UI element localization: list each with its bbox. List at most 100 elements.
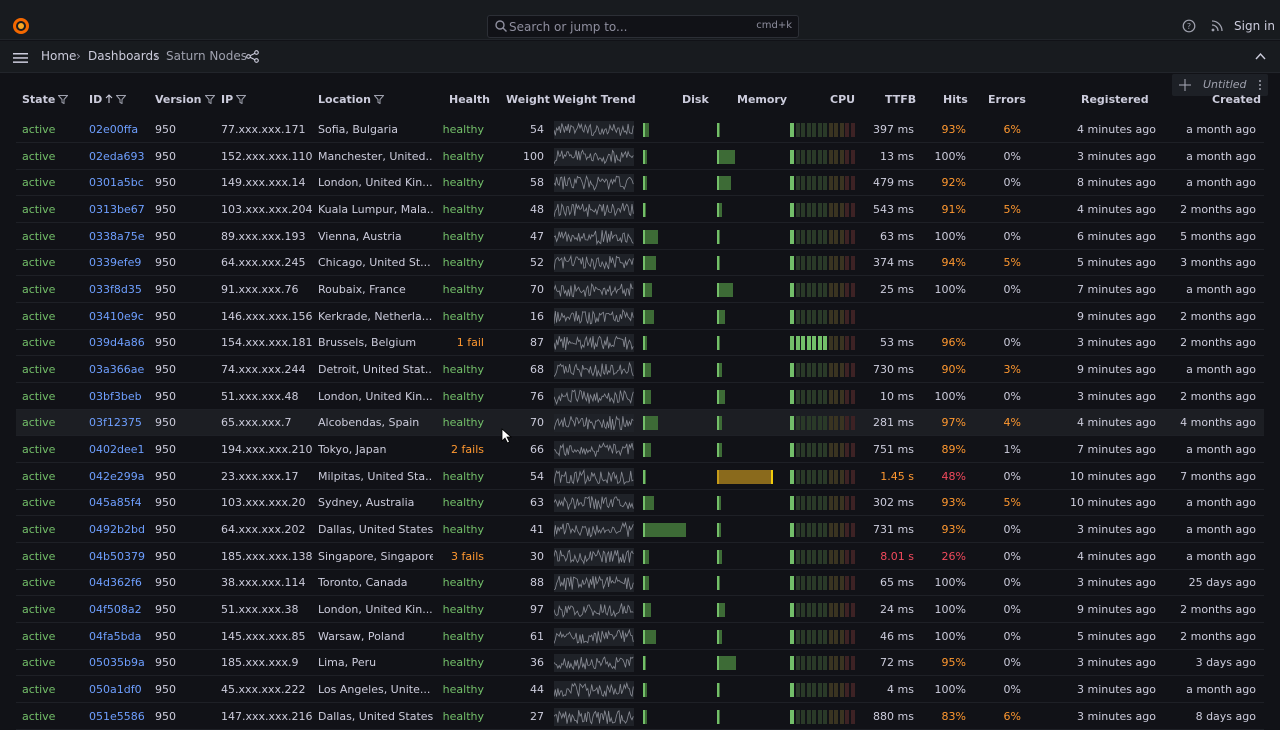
column-header-hits[interactable]: Hits [943,93,968,106]
table-row[interactable]: active 050a1df0 950 45.xxx.xxx.222 Los Angel… [16,677,1264,704]
table-row[interactable]: active 0492b2bd 950 64.xxx.xxx.202 Dallas, U… [16,517,1264,544]
table-row[interactable]: active 04b50379 950 185.xxx.xxx.138 Singapor… [16,544,1264,570]
column-header-created[interactable]: Created [1212,93,1261,106]
node-id-link[interactable]: 02e00ffa [89,123,139,136]
node-id-link[interactable]: 0492b2bd [89,523,145,537]
table-row[interactable]: active 03bf3beb 950 51.xxx.xxx.48 London, Un… [16,384,1264,410]
node-id-link[interactable]: 050a1df0 [89,683,142,697]
table-header: State ID Version IP Location Health Weig… [16,90,1264,110]
node-id-link[interactable]: 03f12375 [89,416,142,430]
cell-weight: 16 [530,309,544,323]
column-header-weight[interactable]: Weight [506,93,550,106]
column-header-version[interactable]: Version [155,93,216,106]
column-header-ip[interactable]: IP [221,93,247,106]
column-header-location[interactable]: Location [318,93,385,106]
column-header-memory[interactable]: Memory [737,93,788,106]
cell-weight: 70 [530,283,544,297]
node-id-link[interactable]: 02eda693 [89,149,145,163]
column-header-state[interactable]: State [22,93,69,106]
table-row[interactable]: active 033f8d35 950 91.xxx.xxx.76 Roubaix, F… [16,277,1264,304]
table-row[interactable]: active 045a85f4 950 103.xxx.xxx.20 Sydney, A… [16,490,1264,517]
node-id-link[interactable]: 0338a75e [89,229,145,243]
help-icon[interactable]: ? [1182,19,1196,33]
node-id-link[interactable]: 0339efe9 [89,256,142,270]
cell-created: 25 days ago [1188,576,1256,590]
cell-created: 2 months ago [1180,629,1256,643]
cell-created: a month ago [1186,683,1256,697]
breadcrumb-home[interactable]: Home [41,49,77,63]
move-icon[interactable] [1179,79,1191,91]
node-id-link[interactable]: 045a85f4 [89,496,142,510]
table-row[interactable]: active 0339efe9 950 64.xxx.xxx.245 Chicago, … [16,250,1264,277]
sign-in-link[interactable]: Sign in [1234,19,1275,33]
cell-weight: 27 [530,709,544,723]
table-row[interactable]: active 04d362f6 950 38.xxx.xxx.114 Toronto, … [16,570,1264,597]
node-id-link[interactable]: 04d362f6 [89,576,142,590]
node-id-link[interactable]: 0301a5bc [89,176,144,190]
breadcrumb-dashboards[interactable]: Dashboards [88,49,160,63]
table-row[interactable]: active 02e00ffa 950 77.xxx.xxx.171 Sofia, Bu… [16,117,1264,143]
filter-icon[interactable] [203,95,216,105]
table-row[interactable]: active 042e299a 950 23.xxx.xxx.17 Milpitas, … [16,464,1264,490]
cpu-gauge-segment [834,283,838,298]
table-row[interactable]: active 039d4a86 950 154.xxx.xxx.181 Brussels… [16,330,1264,357]
column-header-ttfb[interactable]: TTFB [885,93,917,106]
filter-icon[interactable] [235,95,247,105]
node-id-link[interactable]: 03a366ae [89,363,145,377]
cell-weight: 63 [530,496,544,510]
sort-ascending-icon[interactable] [105,94,113,104]
table-row[interactable]: active 051e5586 950 147.xxx.xxx.216 Dallas, … [16,704,1264,730]
table-row[interactable]: active 04fa5bda 950 145.xxx.xxx.85 Warsaw, P… [16,624,1264,650]
cpu-gauge-segment [801,389,805,404]
column-header-errors[interactable]: Errors [988,93,1026,106]
node-id-link[interactable]: 04f508a2 [89,603,142,617]
cell-ttfb: 13 ms [880,149,914,163]
more-options-icon[interactable] [1258,79,1262,91]
table-row[interactable]: active 05035b9a 950 185.xxx.xxx.9 Lima, Peru… [16,650,1264,677]
filter-icon[interactable] [57,95,69,105]
node-id-link[interactable]: 0313be67 [89,203,145,216]
memory-usage-bar [717,123,720,137]
column-header-id[interactable]: ID [89,93,127,106]
chevron-up-icon[interactable] [1255,52,1266,60]
node-id-link[interactable]: 033f8d35 [89,283,142,297]
cpu-usage-gauge [790,309,856,324]
cell-version: 950 [155,469,176,483]
node-id-link[interactable]: 04fa5bda [89,629,142,643]
menu-icon[interactable] [13,52,28,64]
table-row[interactable]: active 03410e9c 950 146.xxx.xxx.156 Kerkrade… [16,304,1264,330]
table-row[interactable]: active 03f12375 950 65.xxx.xxx.7 Alcobendas,… [16,410,1264,437]
node-id-link[interactable]: 0402dee1 [89,443,145,457]
table-row[interactable]: active 0402dee1 950 194.xxx.xxx.210 Tokyo, J… [16,437,1264,464]
cell-errors: 0% [1003,229,1021,243]
column-header-disk[interactable]: Disk [682,93,709,106]
node-id-link[interactable]: 03bf3beb [89,389,142,403]
filter-icon[interactable] [373,95,385,105]
cell-health: healthy [442,523,484,537]
node-id-link[interactable]: 039d4a86 [89,336,145,350]
cpu-gauge-segment [801,203,805,217]
rss-icon[interactable] [1211,20,1223,32]
column-header-registered[interactable]: Registered [1081,93,1149,106]
filter-icon[interactable] [115,95,127,105]
search-input[interactable]: Search or jump to... cmd+k [487,15,799,38]
table-row[interactable]: active 03a366ae 950 74.xxx.xxx.244 Detroit, … [16,357,1264,384]
table-row[interactable]: active 02eda693 950 152.xxx.xxx.110 Manchest… [16,144,1264,170]
table-row[interactable]: active 04f508a2 950 51.xxx.xxx.38 London, Un… [16,597,1264,624]
share-icon[interactable] [246,50,259,63]
table-row[interactable]: active 0313be67 950 103.xxx.xxx.204 Kuala Lu… [16,197,1264,223]
node-id-link[interactable]: 051e5586 [89,709,145,723]
node-id-link[interactable]: 042e299a [89,469,145,483]
cell-hits: 83% [941,709,966,723]
column-header-weight-trend[interactable]: Weight Trend [553,93,636,106]
node-id-link[interactable]: 03410e9c [89,309,144,323]
column-header-cpu[interactable]: CPU [830,93,856,106]
column-header-health[interactable]: Health [449,93,490,106]
grafana-logo-icon[interactable] [11,16,31,36]
cell-registered: 10 minutes ago [1070,496,1156,510]
table-row[interactable]: active 0338a75e 950 89.xxx.xxx.193 Vienna, A… [16,224,1264,250]
node-id-link[interactable]: 05035b9a [89,656,145,670]
table-row[interactable]: active 0301a5bc 950 149.xxx.xxx.14 London, U… [16,170,1264,197]
node-id-link[interactable]: 04b50379 [89,549,145,563]
panel-header-menu[interactable]: Untitled [1172,74,1268,96]
